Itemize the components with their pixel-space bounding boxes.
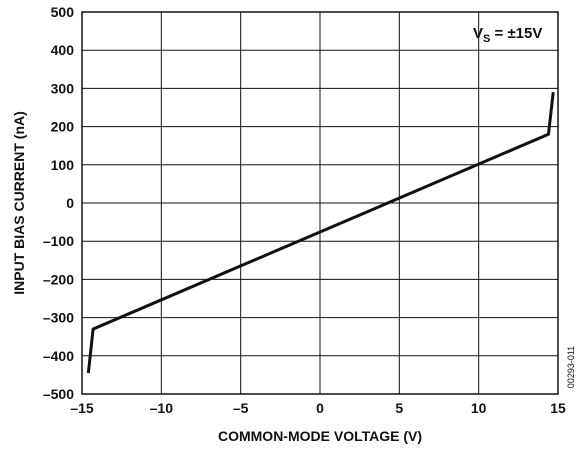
- figure-code: 00293-011: [566, 346, 576, 388]
- series-line: [86, 92, 555, 374]
- grid: [81, 11, 559, 395]
- y-tick-label: 300: [51, 80, 75, 96]
- plot-frame: [81, 11, 559, 395]
- x-tick-labels: –15 –10 –5 0 5 10 15: [70, 400, 566, 416]
- supply-voltage-annotation: VS = ±15V: [473, 25, 542, 45]
- annotation-rest: = ±15V: [490, 25, 542, 42]
- y-tick-label: –300: [43, 310, 74, 326]
- y-tick-label: –100: [43, 233, 74, 249]
- y-tick-label: 0: [66, 195, 74, 211]
- x-tick-label: –5: [233, 400, 249, 416]
- y-tick-labels: 500 400 300 200 100 0 –100 –200 –300 –400 –500: [43, 4, 74, 402]
- x-tick-label: 10: [471, 400, 487, 416]
- x-tick-label: 5: [395, 400, 403, 416]
- series-group: [86, 92, 555, 374]
- y-tick-label: –200: [43, 271, 74, 287]
- y-tick-label: –500: [43, 386, 74, 402]
- y-tick-label: 200: [51, 119, 75, 135]
- y-axis-title: INPUT BIAS CURRENT (nA): [11, 111, 27, 295]
- y-tick-label: 100: [51, 157, 75, 173]
- x-tick-label: –10: [150, 400, 174, 416]
- x-tick-label: 15: [550, 400, 566, 416]
- annotation-main: V: [473, 25, 483, 42]
- y-tick-label: 500: [51, 4, 75, 20]
- y-tick-label: 400: [51, 42, 75, 58]
- annotation-sub: S: [483, 33, 490, 45]
- x-tick-label: –15: [70, 400, 94, 416]
- x-axis-title: COMMON-MODE VOLTAGE (V): [218, 428, 422, 444]
- y-tick-label: –400: [43, 348, 74, 364]
- x-tick-label: 0: [316, 400, 324, 416]
